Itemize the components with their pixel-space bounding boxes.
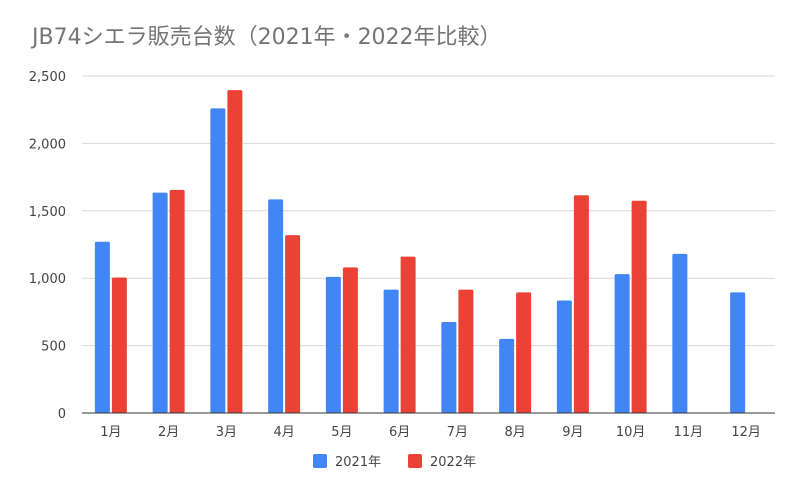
x-tick-label: 11月	[674, 425, 704, 440]
y-tick-label: 500	[41, 340, 66, 355]
x-tick-label: 1月	[100, 425, 121, 440]
bar-2022年-8月	[516, 292, 532, 413]
legend-label: 2021年	[335, 455, 381, 470]
legend-swatch	[408, 454, 422, 468]
y-tick-label: 2,000	[29, 137, 66, 152]
bar-2022年-4月	[285, 235, 301, 413]
y-tick-label: 0	[58, 407, 66, 422]
x-tick-label: 4月	[273, 425, 294, 440]
bar-2021年-5月	[325, 276, 341, 413]
legend-swatch	[313, 454, 327, 468]
y-tick-label: 1,000	[29, 272, 66, 287]
bar-2021年-12月	[730, 292, 746, 413]
bar-2021年-7月	[441, 322, 457, 413]
bar-2021年-4月	[268, 199, 284, 413]
bar-2021年-9月	[556, 300, 572, 413]
legend-label: 2022年	[430, 455, 476, 470]
bar-2021年-2月	[152, 192, 168, 413]
bar-2022年-9月	[573, 195, 589, 413]
x-tick-label: 12月	[731, 425, 761, 440]
bar-2022年-6月	[400, 256, 416, 413]
bar-2022年-7月	[458, 289, 474, 413]
bar-2022年-5月	[342, 267, 358, 413]
x-tick-label: 8月	[504, 425, 525, 440]
gridlines	[82, 75, 775, 347]
x-tick-label: 6月	[389, 425, 410, 440]
y-tick-label: 1,500	[29, 205, 66, 220]
x-tick-label: 10月	[616, 425, 646, 440]
x-tick-label: 5月	[331, 425, 352, 440]
bar-2022年-2月	[169, 189, 185, 413]
bar-2022年-10月	[631, 200, 647, 413]
bar-2021年-1月	[94, 241, 110, 413]
bar-2022年-3月	[227, 90, 243, 414]
x-tick-label: 9月	[562, 425, 583, 440]
y-tick-label: 2,500	[29, 70, 66, 85]
bars	[94, 90, 746, 414]
bar-2022年-1月	[111, 277, 127, 413]
bar-2021年-8月	[499, 338, 515, 413]
x-tick-label: 3月	[216, 425, 237, 440]
bar-2021年-10月	[614, 274, 630, 413]
bar-2021年-3月	[210, 108, 226, 414]
chart-title: JB74シエラ販売台数（2021年・2022年比較）	[30, 25, 502, 50]
bar-2021年-11月	[672, 253, 688, 413]
x-tick-label: 2月	[158, 425, 179, 440]
legend: 2021年 2022年	[313, 454, 476, 470]
x-axis-tick-labels: 1月 2月 3月 4月 5月 6月 7月 8月 9月 10月 11月 12月	[100, 425, 761, 440]
bar-2021年-6月	[383, 289, 399, 413]
y-axis-tick-labels: 0 500 1,000 1,500 2,000 2,500	[29, 70, 66, 422]
x-tick-label: 7月	[447, 425, 468, 440]
